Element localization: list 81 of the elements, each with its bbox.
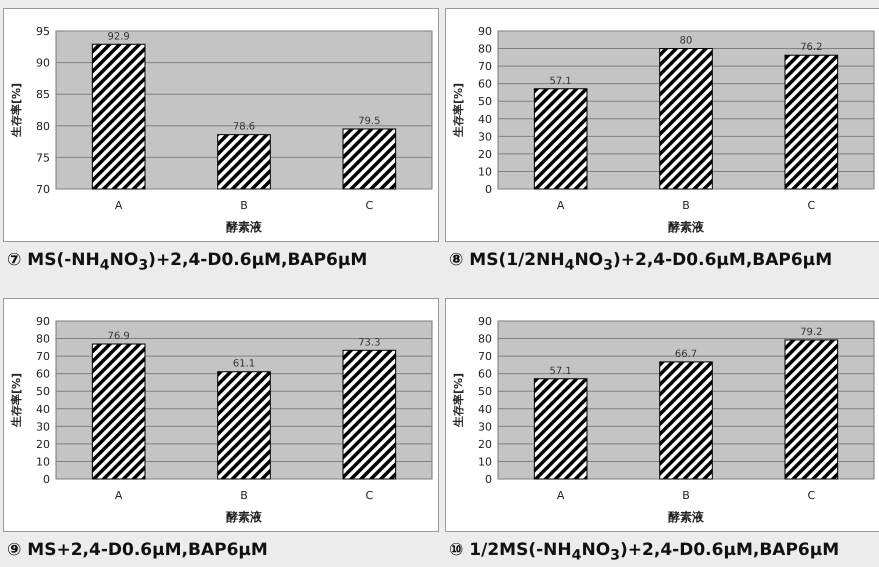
bar [659, 361, 713, 480]
y-tick-label: 30 [478, 130, 492, 144]
y-tick-label: 60 [36, 368, 50, 381]
y-tick-label: 10 [478, 165, 492, 178]
y-tick-label: 40 [478, 112, 492, 126]
x-tick-label: A [556, 199, 565, 212]
x-tick-label: B [682, 489, 690, 502]
y-tick-label: 50 [478, 385, 492, 398]
data-label: 92.9 [108, 31, 130, 42]
y-tick-label: 70 [36, 350, 50, 364]
text: ⑧ MS(1/2NH$_{4}$NO$_{3}$)+2,4-D0.6μM,BAP6μM [449, 250, 832, 274]
y-tick-label: 90 [478, 25, 492, 38]
bar [92, 344, 146, 480]
y-tick-label: 0 [485, 183, 492, 196]
x-tick-label: A [114, 199, 123, 212]
data-label: 80 [680, 36, 692, 47]
y-tick-label: 0 [485, 473, 492, 486]
y-tick-label: 80 [478, 42, 492, 56]
y-tick-label: 30 [478, 420, 492, 434]
data-label: 79.2 [800, 326, 822, 338]
text: ⑦ MS(-NH$_{4}$NO$_{3}$)+2,4-D0.6μM,BAP6μM [7, 250, 368, 274]
y-tick-label: 95 [36, 25, 50, 38]
y-tick-label: 50 [478, 95, 492, 108]
x-tick-label: C [365, 489, 374, 502]
x-axis-title: 酵素液 [668, 220, 705, 234]
y-tick-label: 30 [36, 420, 50, 434]
bar [784, 339, 838, 480]
y-tick-label: 20 [36, 438, 50, 451]
data-label: 78.6 [232, 122, 256, 133]
bar [342, 350, 396, 480]
y-axis-title: 生存率[%] [10, 372, 23, 428]
x-axis-title: 酵素液 [226, 510, 263, 524]
y-tick-label: 70 [36, 183, 50, 196]
x-tick-label: C [807, 199, 816, 212]
y-tick-label: 20 [478, 148, 492, 161]
y-tick-label: 90 [36, 315, 50, 328]
x-tick-label: B [240, 489, 248, 502]
x-tick-label: A [114, 489, 123, 502]
y-tick-label: 50 [36, 385, 50, 398]
y-tick-label: 10 [478, 455, 492, 468]
y-tick-label: 60 [478, 78, 492, 91]
x-tick-label: C [807, 489, 816, 502]
bar [784, 54, 838, 190]
data-label: 79.5 [358, 116, 380, 127]
y-axis-title: 生存率[%] [10, 82, 23, 138]
y-tick-label: 80 [36, 120, 50, 133]
y-tick-label: 10 [36, 455, 50, 468]
y-tick-label: 40 [36, 402, 50, 416]
x-tick-label: B [682, 199, 690, 212]
data-label: 61.1 [232, 358, 256, 370]
x-axis-title: 酵素液 [668, 510, 705, 524]
y-tick-label: 60 [478, 368, 492, 381]
y-tick-label: 40 [478, 402, 492, 416]
x-tick-label: C [365, 199, 374, 212]
y-tick-label: 80 [478, 332, 492, 346]
y-tick-label: 75 [36, 151, 50, 164]
data-label: 76.2 [800, 42, 822, 54]
text: ⑩ 1/2MS(-NH$_{4}$NO$_{3}$)+2,4-D0.6μM,BAP6μM [449, 540, 840, 564]
text: ⑨ MS+2,4-D0.6μM,BAP6μM [7, 540, 268, 560]
x-tick-label: A [556, 489, 565, 502]
y-axis-title: 生存率[%] [452, 82, 465, 138]
y-tick-label: 70 [478, 60, 492, 74]
data-label: 57.1 [550, 366, 572, 377]
data-label: 76.9 [108, 331, 130, 342]
y-tick-label: 85 [36, 88, 50, 102]
x-tick-label: B [240, 199, 248, 212]
y-tick-label: 80 [36, 332, 50, 346]
bar [534, 88, 588, 190]
bar [217, 371, 271, 480]
y-axis-title: 生存率[%] [452, 372, 465, 428]
y-tick-label: 90 [36, 56, 50, 70]
data-label: 66.7 [674, 348, 698, 360]
data-label: 57.1 [550, 76, 572, 87]
bar [534, 378, 588, 480]
bar [659, 48, 713, 190]
data-label: 73.3 [358, 337, 380, 348]
y-tick-label: 0 [43, 473, 50, 486]
x-axis-title: 酵素液 [226, 220, 263, 234]
y-tick-label: 20 [478, 438, 492, 451]
y-tick-label: 70 [478, 350, 492, 364]
y-tick-label: 90 [478, 315, 492, 328]
